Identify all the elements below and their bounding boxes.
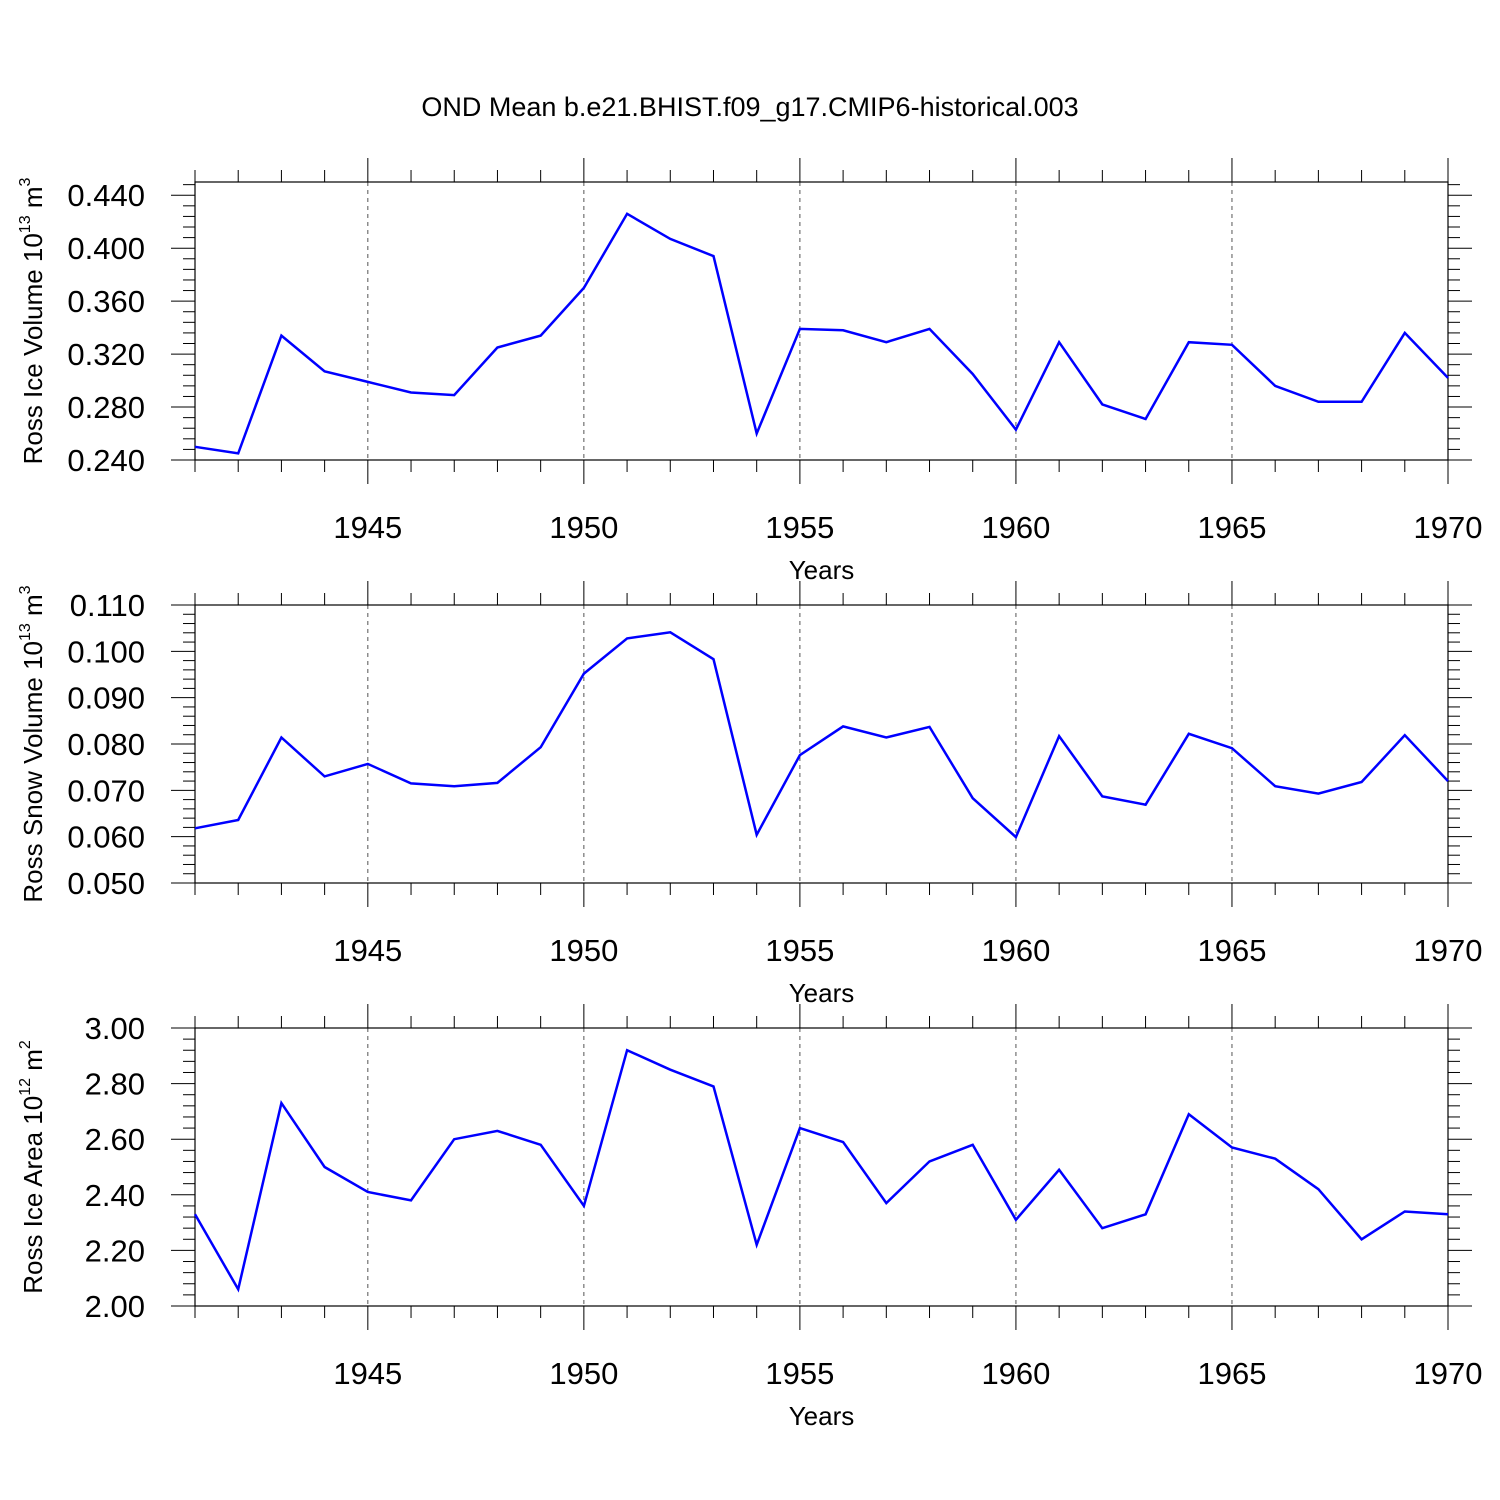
panel-1-y-tick-label-3: 0.360 <box>67 284 145 319</box>
panel-2-y-tick-label-6: 0.110 <box>70 588 145 623</box>
panel-1-data-line <box>194 212 1449 455</box>
panel-3-y-axis-title: Ross Ice Area 1012 m2 <box>17 1040 48 1294</box>
panel-2-x-tick-label-1960: 1960 <box>981 933 1050 968</box>
chart-title: OND Mean b.e21.BHIST.f09_g17.CMIP6-histo… <box>421 92 1079 122</box>
panel-1-x-axis-title: Years <box>789 555 855 585</box>
panel-1-x-tick-label-1945: 1945 <box>333 510 402 545</box>
panel-1-y-tick-label-2: 0.320 <box>67 337 145 372</box>
panel-3-y-tick-label-1: 2.20 <box>85 1233 145 1268</box>
panel-1-y-tick-label-5: 0.440 <box>67 178 145 213</box>
panel-2-y-tick-label-3: 0.080 <box>67 727 145 762</box>
panel-2-plot-frame <box>194 604 1449 884</box>
panel-1-plot-frame <box>194 181 1449 461</box>
panel-3-y-tick-label-3: 2.60 <box>85 1122 145 1157</box>
panel-2-data-line <box>194 630 1449 840</box>
panel-3-y-tick-label-0: 2.00 <box>85 1289 145 1324</box>
panel-1-y-tick-label-1: 0.280 <box>67 390 145 425</box>
panel-3-x-tick-label-1965: 1965 <box>1197 1356 1266 1391</box>
panel-2-y-tick-label-4: 0.090 <box>67 681 145 716</box>
panel-3-y-tick-label-2: 2.40 <box>85 1178 145 1213</box>
panel-3-x-tick-label-1955: 1955 <box>765 1356 834 1391</box>
panel-2-y-tick-label-2: 0.070 <box>67 773 145 808</box>
panel-1-x-tick-label-1950: 1950 <box>549 510 618 545</box>
panel-3-x-axis-title: Years <box>789 1401 855 1431</box>
panel-3-data-line <box>193 1048 1449 1293</box>
panel-1-y-tick-label-4: 0.400 <box>67 231 145 266</box>
panel-2-x-tick-label-1945: 1945 <box>333 933 402 968</box>
panel-2-y-axis-title: Ross Snow Volume 1013 m3 <box>17 585 48 902</box>
panel-2-x-axis-title: Years <box>789 978 855 1008</box>
panel-3-y-tick-label-4: 2.80 <box>85 1067 145 1102</box>
panel-2-y-tick-label-0: 0.050 <box>67 866 145 901</box>
panel-3-y-tick-label-5: 3.00 <box>85 1011 145 1046</box>
panel-3-x-tick-label-1950: 1950 <box>549 1356 618 1391</box>
panel-3-x-tick-label-1945: 1945 <box>333 1356 402 1391</box>
panel-2-y-tick-label-1: 0.060 <box>67 820 145 855</box>
panel-1-y-tick-label-0: 0.240 <box>67 443 145 478</box>
panel-2-y-tick-label-5: 0.100 <box>67 634 145 669</box>
panel-3-x-tick-label-1960: 1960 <box>981 1356 1050 1391</box>
panel-1-x-tick-label-1960: 1960 <box>981 510 1050 545</box>
panel-2-x-tick-label-1970: 1970 <box>1414 933 1483 968</box>
panel-1-x-tick-label-1970: 1970 <box>1414 510 1483 545</box>
panel-3-x-tick-label-1970: 1970 <box>1414 1356 1483 1391</box>
panel-2-x-tick-label-1950: 1950 <box>549 933 618 968</box>
panel-1-y-axis-title: Ross Ice Volume 1013 m3 <box>17 177 48 464</box>
panel-1-x-tick-label-1965: 1965 <box>1197 510 1266 545</box>
panel-3-plot-frame <box>194 1027 1449 1307</box>
panel-2-x-tick-label-1965: 1965 <box>1197 933 1266 968</box>
panel-1-x-tick-label-1955: 1955 <box>765 510 834 545</box>
panel-2-x-tick-label-1955: 1955 <box>765 933 834 968</box>
